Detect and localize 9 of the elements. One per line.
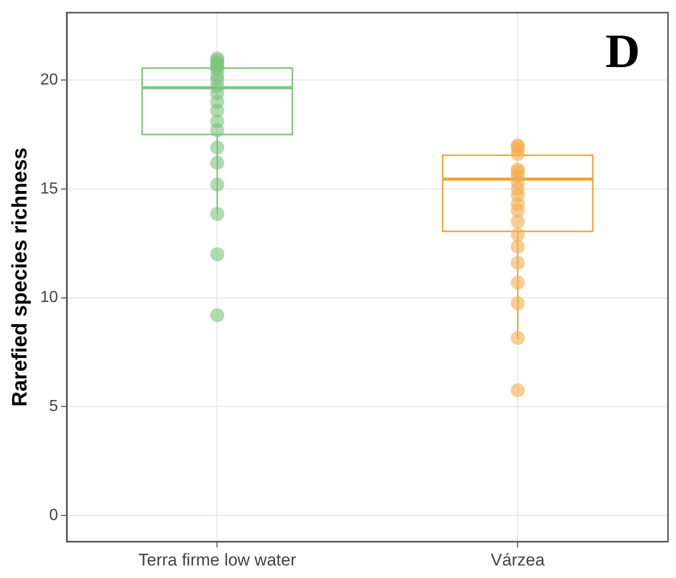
annotation: D [605, 25, 640, 78]
y-tick-label: 20 [40, 71, 58, 88]
x-tick-label: Terra firme low water [138, 550, 296, 570]
y-tick-label: 0 [49, 506, 58, 524]
y-tick-label: 15 [40, 180, 58, 198]
x-tick-label: Várzea [490, 550, 546, 570]
y-tick-label: 10 [40, 289, 58, 306]
y-tick-label: 5 [49, 398, 58, 416]
y-axis-title: Rarefied species richness [8, 148, 32, 407]
